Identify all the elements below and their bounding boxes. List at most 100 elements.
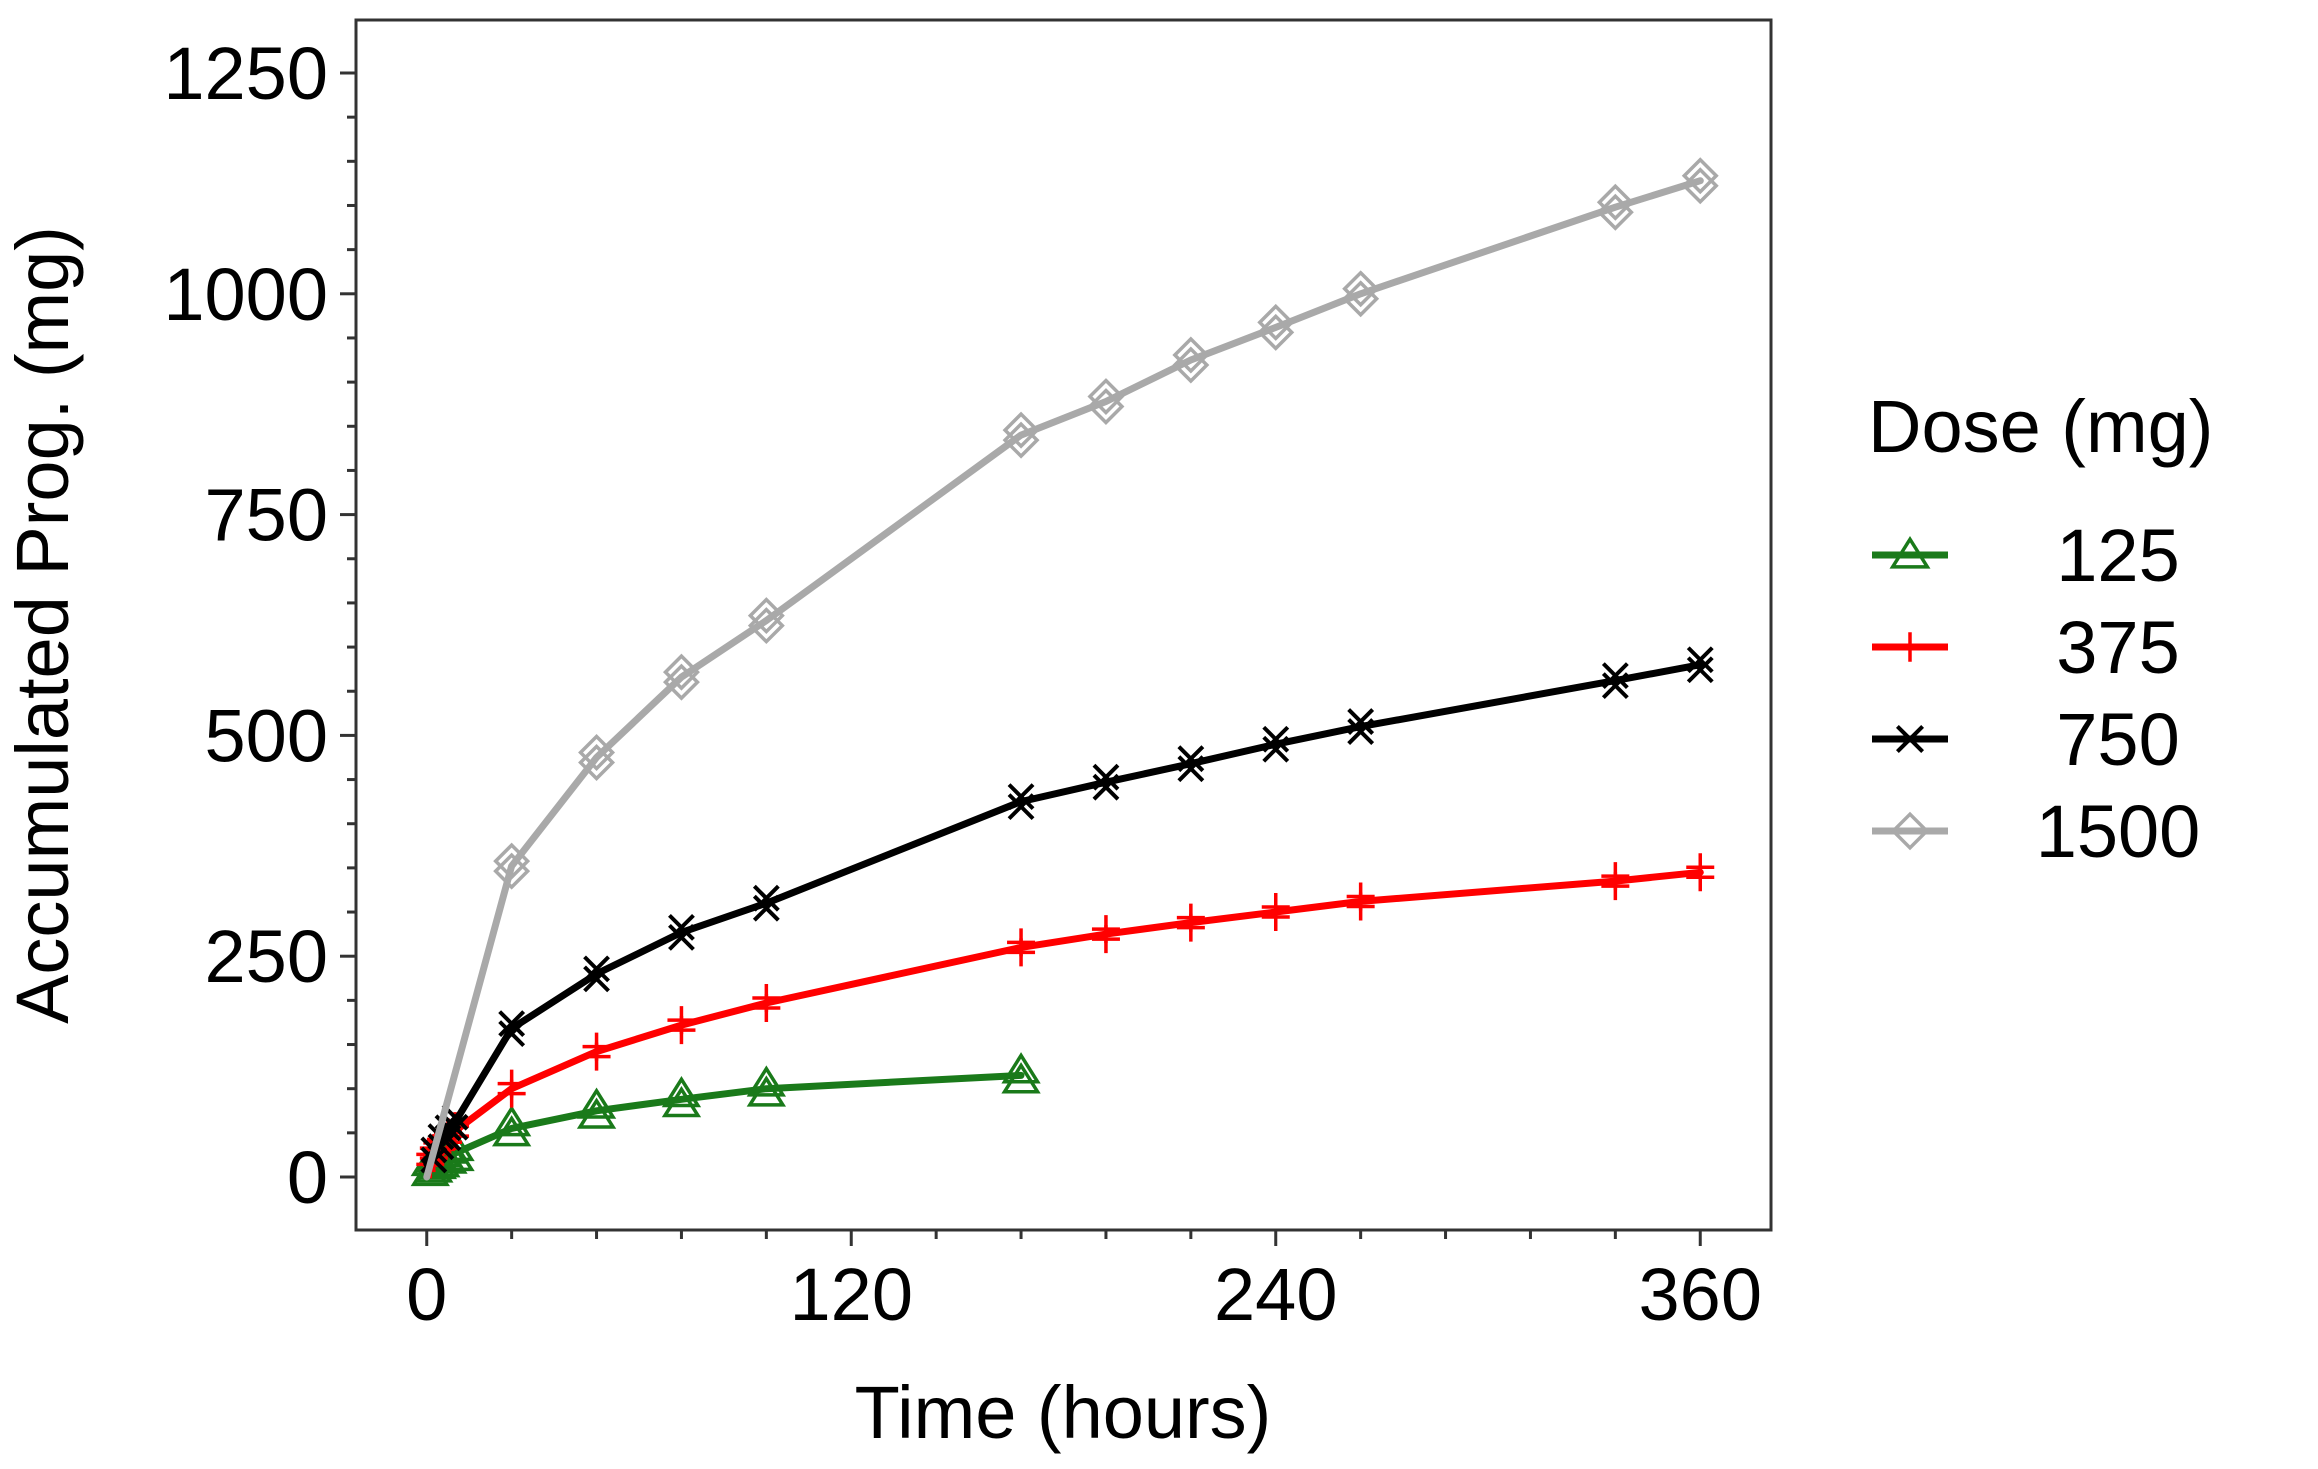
data-point: [583, 965, 610, 993]
data-point: [1007, 793, 1035, 821]
data-point: [1172, 346, 1210, 384]
x-tick-label: 240: [1214, 1253, 1337, 1336]
data-point: [578, 744, 616, 781]
data-point: [1346, 892, 1375, 921]
data-point: [1001, 1062, 1041, 1094]
legend-label: 125: [2056, 514, 2179, 597]
data-point: [1601, 872, 1630, 901]
data-point: [661, 1085, 702, 1118]
data-point: [1261, 903, 1290, 932]
data-point: [746, 1075, 787, 1107]
data-point: [1601, 672, 1629, 700]
data-point: [1087, 378, 1125, 416]
y-tick-label: 1250: [163, 32, 328, 115]
data-point: [1262, 735, 1290, 763]
data-point: [752, 894, 780, 922]
y-tick-label: 750: [205, 474, 328, 557]
data-point: [1092, 773, 1120, 801]
data-point: [1262, 725, 1290, 753]
data-point: [1681, 167, 1719, 205]
data-point: [1177, 745, 1205, 773]
data-point: [667, 1016, 696, 1045]
legend-item-750: 750: [1872, 698, 2180, 781]
data-point: [662, 653, 700, 691]
data-point: [752, 994, 781, 1023]
legend-label: 750: [2056, 698, 2179, 781]
legend-marker: [1895, 632, 1925, 662]
data-point: [668, 923, 695, 951]
legend-label: 375: [2056, 606, 2179, 689]
legend-marker: [1889, 535, 1931, 569]
legend: Dose (mg) 125 375 750 1500: [1868, 385, 2213, 873]
legend-item-125: 125: [1872, 514, 2180, 597]
data-point: [576, 1087, 617, 1119]
data-point: [497, 1079, 526, 1108]
data-point: [752, 884, 780, 912]
data-point: [1257, 313, 1295, 351]
x-tick-label: 120: [790, 1253, 913, 1336]
data-point: [1002, 421, 1040, 459]
data-point: [576, 1097, 617, 1129]
data-point: [582, 1042, 611, 1071]
data-point: [1092, 763, 1120, 791]
data-point: [491, 1105, 532, 1137]
x-tick-label: 0: [406, 1253, 447, 1336]
data-point: [1172, 336, 1210, 374]
data-point: [1007, 938, 1036, 967]
y-axis-title: Accumulated Prog. (mg): [1, 226, 84, 1024]
series-layer: [410, 157, 1719, 1187]
legend-title: Dose (mg): [1868, 385, 2213, 468]
legend-marker: [1890, 811, 1930, 851]
data-point: [578, 734, 616, 771]
data-point: [1347, 708, 1375, 735]
data-point: [1342, 280, 1380, 318]
data-point: [1001, 1052, 1041, 1084]
data-point: [662, 663, 700, 701]
data-point: [1347, 718, 1375, 745]
data-point: [1176, 913, 1205, 942]
data-point: [435, 1139, 475, 1172]
data-point: [1342, 270, 1380, 308]
data-point: [746, 1065, 787, 1097]
legend-item-375: 375: [1872, 606, 2180, 689]
plot-panel-border: [354, 18, 1773, 1232]
legend-marker: [1895, 724, 1925, 754]
data-point: [1686, 863, 1715, 892]
data-point: [661, 1075, 702, 1108]
x-tick-label: 360: [1639, 1253, 1762, 1336]
data-point: [1177, 755, 1205, 783]
y-tick-label: 250: [205, 915, 328, 998]
data-point: [493, 852, 531, 890]
data-point: [747, 597, 785, 635]
data-point: [583, 955, 610, 983]
data-point: [441, 1113, 469, 1141]
data-point: [498, 1010, 526, 1038]
y-tick-label: 500: [205, 694, 328, 777]
data-point: [747, 607, 785, 645]
data-point: [493, 842, 531, 880]
legend-item-1500: 1500: [1872, 790, 2200, 873]
data-point: [1091, 925, 1120, 954]
data-point: [668, 913, 695, 941]
data-point: [1686, 646, 1714, 674]
data-point: [491, 1115, 532, 1147]
data-point: [1002, 411, 1040, 449]
data-point: [1686, 656, 1714, 684]
data-point: [1596, 183, 1634, 221]
data-point: [1257, 303, 1295, 341]
y-axis: 0 250 500 750 1000 1250: [163, 32, 356, 1219]
x-axis-title: Time (hours): [855, 1371, 1272, 1454]
data-point: [1007, 783, 1035, 811]
y-tick-label: 1000: [163, 253, 328, 336]
series-1500: [423, 157, 1719, 1181]
x-axis: 0 120 240 360: [406, 1230, 1762, 1336]
data-point: [1596, 193, 1634, 231]
data-point: [1601, 662, 1629, 690]
legend-label: 1500: [2036, 790, 2201, 873]
data-point: [1681, 157, 1719, 195]
series-line-1500: [423, 177, 1704, 1181]
data-point: [498, 1020, 526, 1048]
data-point: [1087, 388, 1125, 426]
